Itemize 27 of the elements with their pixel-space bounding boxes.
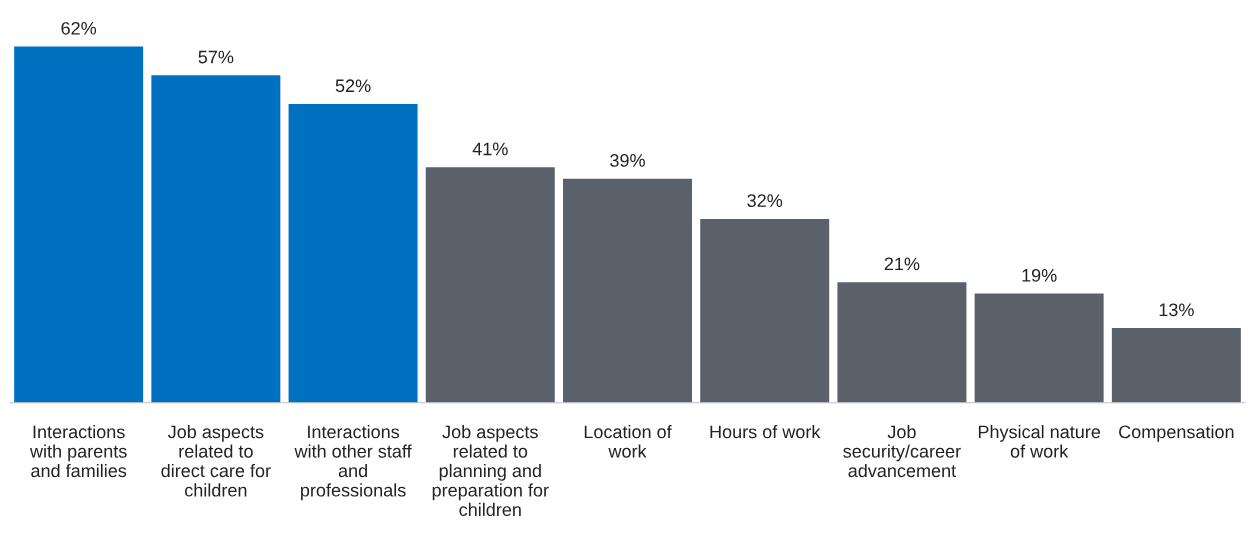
bar bbox=[14, 46, 144, 403]
bar bbox=[288, 104, 418, 403]
bar bbox=[700, 218, 830, 403]
x-tick-label: Physical nature of work bbox=[978, 425, 1101, 458]
x-tick-label: Job security/career advancement bbox=[843, 425, 961, 478]
data-label: 32% bbox=[747, 194, 783, 208]
data-label: 39% bbox=[610, 154, 645, 167]
x-tick-label: Interactions with parents and families bbox=[29, 425, 127, 478]
data-label: 21% bbox=[884, 257, 920, 271]
bar bbox=[837, 282, 967, 403]
x-tick-label: Location of work bbox=[584, 425, 672, 458]
bar bbox=[974, 293, 1104, 403]
bar bbox=[425, 167, 555, 403]
bar bbox=[1111, 328, 1241, 403]
data-label: 57% bbox=[198, 50, 234, 64]
x-tick-label: Job aspects related to direct care for children bbox=[161, 425, 271, 497]
data-label: 62% bbox=[61, 21, 97, 35]
x-tick-label: Interactions with other staff and professionals bbox=[294, 425, 412, 501]
data-label: 52% bbox=[335, 79, 371, 93]
data-label: 13% bbox=[1159, 303, 1194, 317]
bar bbox=[151, 75, 281, 403]
bar bbox=[563, 178, 692, 403]
x-tick-label: Compensation bbox=[1119, 425, 1234, 442]
x-tick-label: Hours of work bbox=[710, 425, 821, 439]
data-label: 41% bbox=[472, 142, 508, 156]
data-label: 19% bbox=[1022, 268, 1057, 282]
x-tick-label: Job aspects related to planning and preparation for children bbox=[432, 425, 549, 517]
